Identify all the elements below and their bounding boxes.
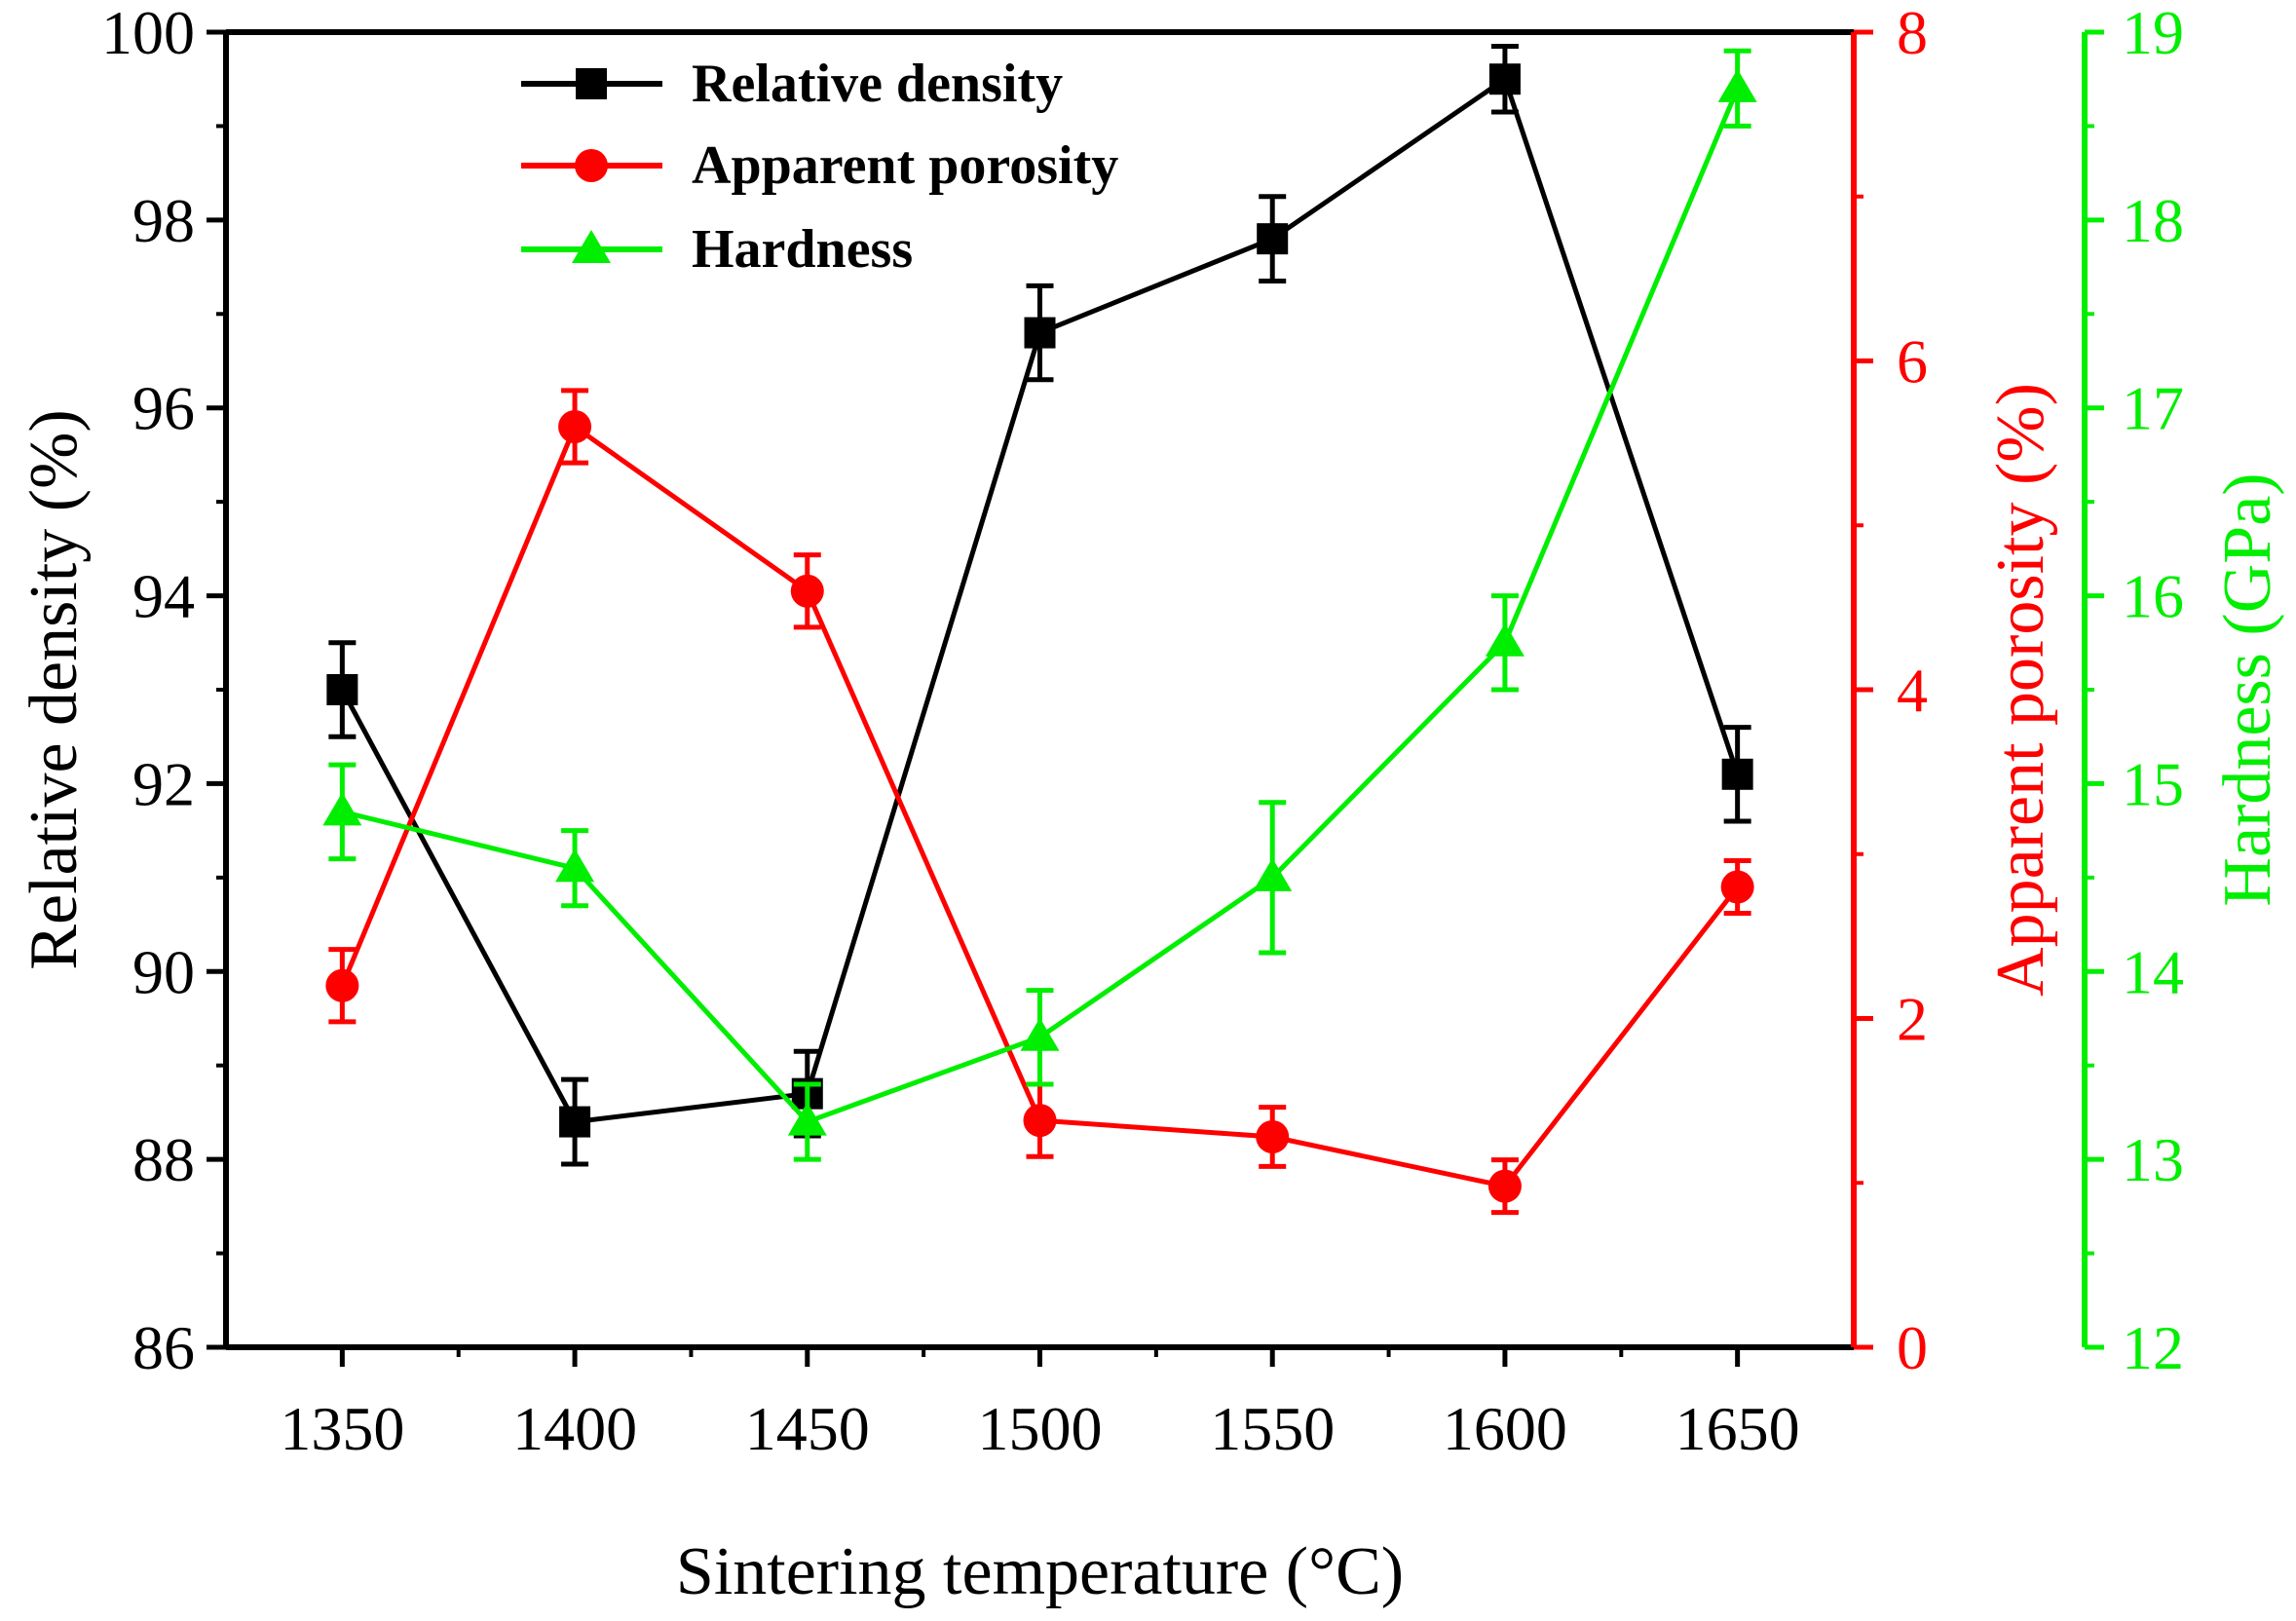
legend: Relative density Apparent porosity Hardn… [521, 54, 1118, 280]
data-point-hardness [1020, 1017, 1060, 1051]
data-point-relative-density [1488, 63, 1521, 95]
left-tick-label: 88 [132, 1125, 195, 1194]
legend-marker-hardness [572, 230, 611, 263]
data-point-apparent-porosity [325, 968, 359, 1002]
left-tick-label: 98 [132, 186, 195, 255]
right-tick-label: 4 [1897, 656, 1928, 725]
data-point-hardness [787, 1102, 827, 1136]
data-point-apparent-porosity [1720, 870, 1754, 904]
legend-label-apparent-porosity: Apparent porosity [692, 135, 1118, 196]
x-tick-label: 1350 [280, 1394, 404, 1463]
series-line-hardness [341, 87, 1740, 1125]
right-axis-title: Apparent porosity (%) [1983, 383, 2058, 997]
left-tick-label: 94 [132, 562, 195, 631]
left-tick-label: 90 [132, 937, 195, 1006]
right-tick-label: 2 [1897, 985, 1928, 1054]
x-axis-title: Sintering temperature (°C) [676, 1534, 1404, 1609]
data-point-relative-density [1721, 758, 1753, 790]
series-line-relative-density [340, 75, 1741, 1125]
legend-label-relative-density: Relative density [692, 54, 1063, 114]
left-tick-label: 96 [132, 374, 195, 443]
series-hardness [322, 48, 1757, 1162]
right2-tick-label: 12 [2122, 1313, 2184, 1382]
right2-tick-label: 13 [2122, 1125, 2184, 1194]
right2-tick-label: 19 [2122, 0, 2184, 67]
data-point-hardness [1485, 622, 1524, 657]
right2-tick-label: 15 [2122, 749, 2184, 818]
right2-tick-label: 14 [2122, 937, 2184, 1006]
x-tick-label: 1600 [1443, 1394, 1567, 1463]
left-tick-label: 92 [132, 749, 195, 818]
x-tick-label: 1400 [512, 1394, 637, 1463]
left-tick-label: 86 [132, 1313, 195, 1382]
data-point-hardness [1253, 857, 1293, 891]
data-point-apparent-porosity [558, 410, 592, 443]
right2-tick-label: 18 [2122, 186, 2184, 255]
right-tick-label: 6 [1897, 327, 1928, 396]
x-tick-label: 1450 [745, 1394, 870, 1463]
series-apparent-porosity [325, 388, 1754, 1216]
axes-layer: 1350 1400 1450 1500 1550 1600 1650 Sintering te… [17, 0, 2285, 1609]
data-point-apparent-porosity [1256, 1120, 1290, 1153]
x-tick-label: 1550 [1210, 1394, 1335, 1463]
right2-tick-label: 17 [2122, 374, 2184, 443]
data-point-relative-density [1257, 223, 1289, 255]
data-point-hardness [555, 848, 595, 883]
data-point-apparent-porosity [1487, 1169, 1522, 1203]
right-tick-label: 8 [1897, 0, 1928, 67]
right-tick-label: 0 [1897, 1313, 1928, 1382]
data-point-hardness [1717, 68, 1757, 102]
data-point-relative-density [559, 1106, 591, 1138]
series-layer [322, 43, 1757, 1216]
legend-marker-relative-density [576, 68, 607, 99]
right2-axis-title: Hardness (GPa) [2210, 472, 2285, 906]
x-tick-label: 1500 [978, 1394, 1103, 1463]
left-tick-label: 100 [101, 0, 195, 67]
data-point-apparent-porosity [790, 574, 824, 608]
x-tick-label: 1650 [1675, 1394, 1800, 1463]
data-point-relative-density [1024, 317, 1056, 349]
data-point-apparent-porosity [1023, 1104, 1057, 1138]
right2-tick-label: 16 [2122, 562, 2184, 631]
legend-marker-apparent-porosity [575, 149, 608, 182]
legend-label-hardness: Hardness [692, 219, 913, 280]
data-point-hardness [322, 792, 362, 826]
left-axis-title: Relative density (%) [17, 409, 92, 969]
data-point-relative-density [326, 674, 358, 705]
